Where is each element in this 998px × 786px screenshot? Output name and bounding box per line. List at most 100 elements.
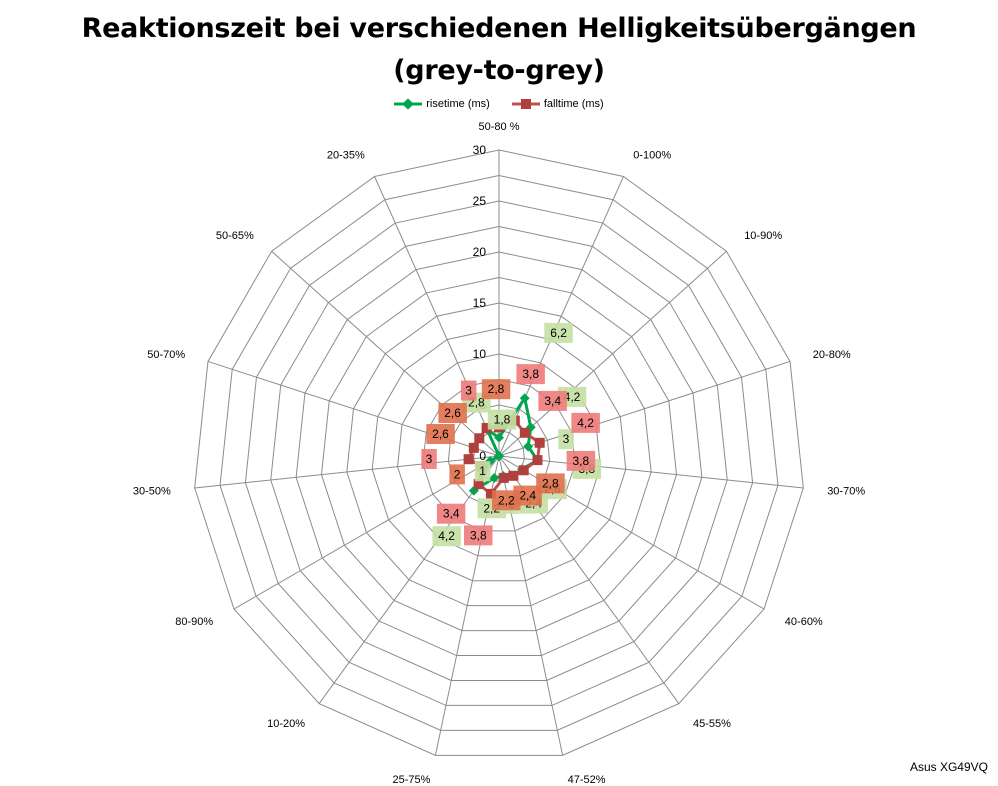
data-label-box	[436, 503, 466, 524]
legend-key-risetime	[394, 98, 423, 110]
radial-tick-label: 25	[473, 194, 487, 208]
radial-tick-label: 15	[473, 296, 487, 310]
legend-item-risetime: risetime (ms)	[394, 98, 490, 110]
data-label: 3	[465, 384, 472, 398]
radial-tick-label: 10	[473, 347, 487, 361]
series-point	[498, 472, 509, 483]
category-label: 50-65%	[216, 230, 254, 242]
category-label: 45-55%	[693, 718, 731, 730]
category-label: 0-100%	[633, 150, 671, 162]
chart-title-line1: Reaktionszeit bei verschiedenen Helligke…	[81, 13, 917, 44]
data-label: 2,2	[498, 493, 515, 507]
data-label: 2,8	[542, 476, 559, 490]
legend-key-falltime	[511, 99, 540, 109]
grid-ring	[295, 251, 703, 657]
category-label: 10-20%	[267, 718, 305, 730]
data-label-box	[421, 449, 437, 469]
data-label: 4,2	[564, 390, 581, 404]
data-label: 3	[426, 452, 433, 466]
category-label: 20-80%	[813, 349, 851, 361]
category-label: 50-80 %	[479, 121, 520, 133]
grid-ring	[219, 174, 779, 731]
legend-item-falltime: falltime (ms)	[511, 98, 604, 110]
grid-spoke	[498, 360, 791, 457]
data-label-box	[481, 379, 511, 400]
data-label: 2	[454, 467, 461, 481]
radial-tick-label: 30	[473, 143, 487, 157]
data-label-box	[516, 364, 545, 385]
data-label: 3,8	[522, 367, 539, 381]
category-label: 47-52%	[568, 774, 606, 786]
legend-label-falltime: falltime (ms)	[543, 98, 604, 110]
category-label: 30-50%	[133, 486, 171, 498]
grid-ring	[371, 327, 627, 582]
series-point	[518, 465, 529, 476]
grid-ring	[194, 149, 804, 756]
category-label: 20-35%	[327, 150, 365, 162]
category-label: 40-60%	[785, 616, 823, 628]
grid-ring	[346, 302, 652, 607]
series-point	[494, 451, 504, 461]
data-label-box	[571, 412, 600, 433]
data-label: 4,2	[577, 416, 594, 430]
series-point	[508, 470, 519, 481]
category-label: 80-90%	[175, 616, 213, 628]
grid-spoke	[194, 455, 500, 489]
data-label: 3,8	[572, 454, 589, 468]
category-label: 25-75%	[392, 774, 430, 786]
grid-ring	[320, 276, 678, 632]
chart-title: Reaktionszeit bei verschiedenen Helligke…	[0, 8, 998, 92]
source-note: Asus XG49VQ	[909, 760, 988, 774]
series-point	[468, 442, 479, 453]
series-point	[473, 479, 484, 490]
grid-ring	[270, 225, 728, 681]
grid-spoke	[318, 455, 500, 704]
category-labels: 50-80 % 0-100% 10-90% 20-80% 30-70% 40-60% 45-…	[133, 121, 865, 786]
data-label-box	[538, 390, 567, 411]
data-label: 3,8	[470, 528, 487, 542]
series-point	[485, 488, 496, 499]
grid-spoke	[498, 250, 727, 457]
data-label-box	[474, 461, 491, 482]
grid-spoke	[498, 455, 804, 489]
chart-legend: risetime (ms) falltime (ms)	[0, 98, 998, 110]
category-label: 10-90%	[744, 230, 782, 242]
data-label: 3,4	[544, 394, 561, 408]
series-point	[523, 441, 534, 452]
data-label: 6,2	[550, 326, 567, 340]
category-label: 30-70%	[827, 486, 865, 498]
series-point	[534, 437, 545, 448]
data-label-box	[487, 409, 517, 430]
data-label: 4,2	[438, 529, 455, 543]
series-point	[463, 454, 474, 465]
data-label-box	[513, 485, 542, 506]
category-label: 50-70%	[147, 349, 185, 361]
data-label-box	[426, 424, 455, 444]
data-label-box	[492, 490, 521, 511]
grid-spoke	[271, 250, 500, 457]
radial-tick-label: 20	[473, 245, 487, 259]
radial-tick-labels: 051015202530	[473, 143, 487, 463]
data-label: 1	[479, 464, 486, 478]
radial-tick-label: 0	[479, 449, 486, 463]
data-label-box	[464, 525, 493, 546]
data-label-box	[566, 450, 596, 471]
data-label-box	[449, 464, 465, 485]
grid-ring	[422, 378, 576, 532]
data-labels: 1,86,24,233,82,62,422,24,212,82,83,83,44…	[421, 322, 602, 547]
data-label-box	[460, 380, 477, 401]
data-label-box	[432, 526, 461, 547]
data-label: 2,8	[488, 382, 505, 396]
data-label-box	[536, 473, 565, 494]
data-label: 3	[563, 432, 570, 446]
grid-ring	[244, 200, 754, 706]
data-label-box	[558, 429, 574, 450]
series-point	[474, 433, 485, 444]
series-point	[481, 423, 492, 433]
grid-spoke	[498, 176, 624, 457]
series-point	[494, 432, 504, 443]
legend-label-risetime: risetime (ms)	[426, 98, 490, 110]
data-label-box	[438, 403, 467, 423]
data-label: 3,4	[443, 507, 460, 521]
